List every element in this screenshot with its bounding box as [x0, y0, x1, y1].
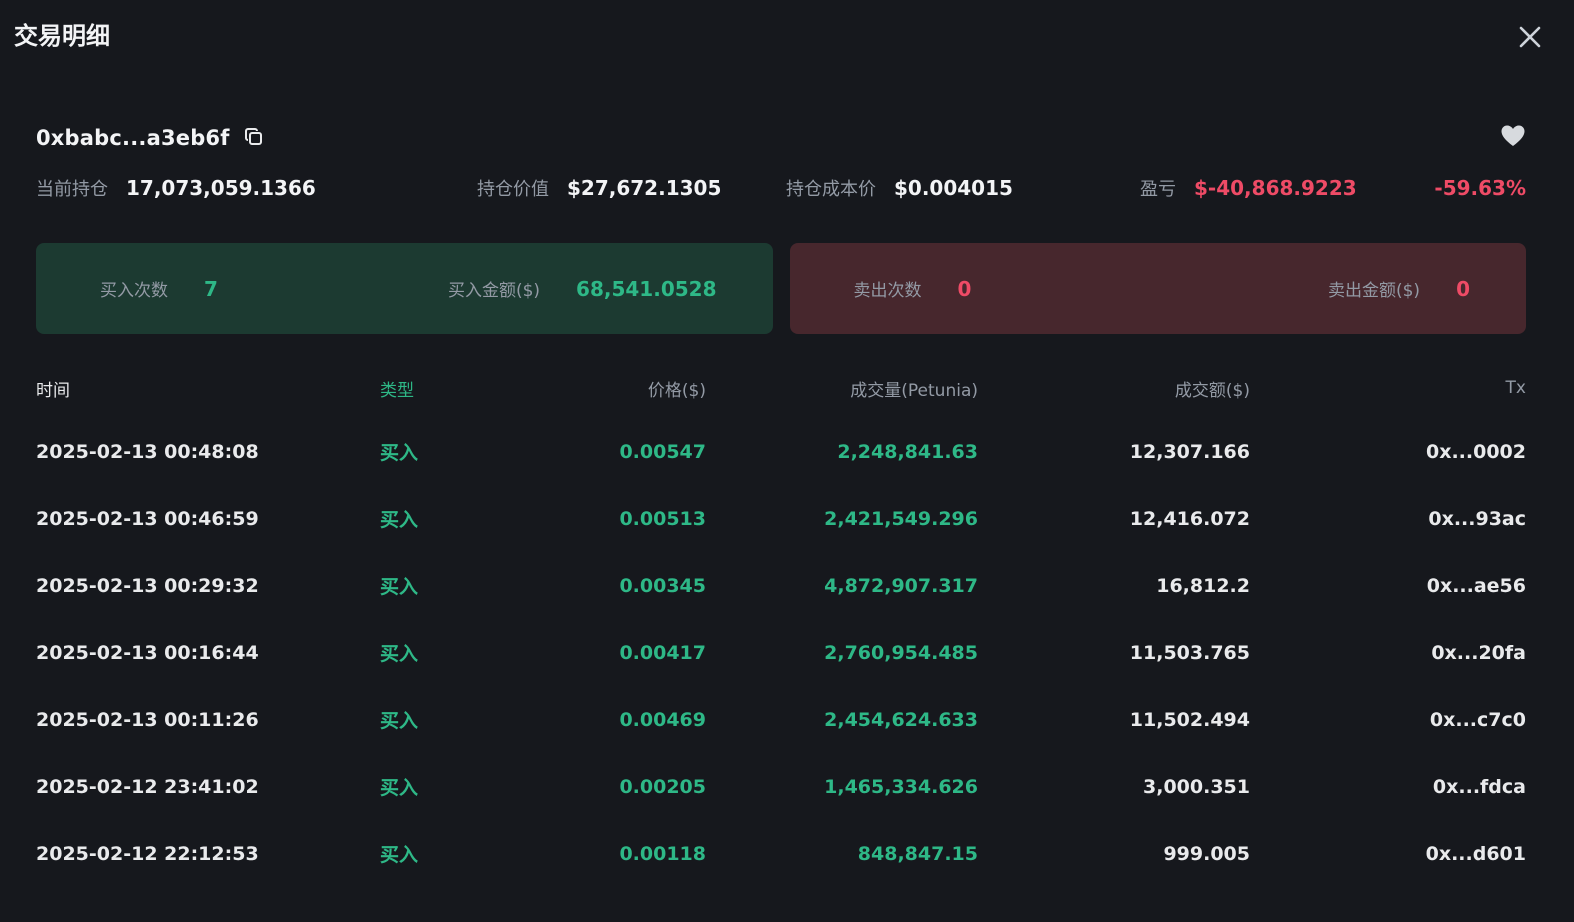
- table-row: 2025-02-13 00:11:26 买入 0.00469 2,454,624…: [36, 686, 1526, 753]
- cell-price: 0.00118: [619, 842, 706, 865]
- buy-amount-label: 买入金额($): [447, 281, 541, 301]
- sell-amount-pair: 卖出金额($) 0: [1328, 276, 1470, 301]
- cell-amount: 3,000.351: [1143, 775, 1250, 798]
- cell-volume: 2,760,954.485: [824, 641, 978, 664]
- cell-price: 0.00513: [619, 507, 706, 530]
- cell-time: 2025-02-13 00:16:44: [36, 641, 259, 664]
- buy-count-label: 买入次数: [100, 281, 168, 301]
- stat-label: 持仓成本价: [786, 179, 876, 200]
- cell-amount: 12,307.166: [1129, 440, 1250, 463]
- cell-price: 0.00345: [619, 574, 706, 597]
- cell-time: 2025-02-13 00:46:59: [36, 507, 259, 530]
- cell-tx-link[interactable]: 0x...c7c0: [1429, 708, 1526, 731]
- table-row: 2025-02-12 23:41:02 买入 0.00205 1,465,334…: [36, 753, 1526, 820]
- cell-type: 买入: [380, 509, 419, 531]
- sell-amount-label: 卖出金额($): [1327, 281, 1421, 301]
- sell-count-value: 0: [957, 277, 972, 301]
- table-row: 2025-02-13 00:48:08 买入 0.00547 2,248,841…: [36, 418, 1526, 485]
- cell-amount: 16,812.2: [1156, 574, 1250, 597]
- table-header: 时间 类型 价格($) 成交量(Petunia) 成交额($) Tx: [36, 358, 1526, 418]
- summary-cards: 买入次数 7 买入金额($) 68,541.0528 卖出次数 0 卖出金额($…: [36, 243, 1526, 334]
- cell-amount: 11,502.494: [1129, 708, 1250, 731]
- trade-table-body: 2025-02-13 00:48:08 买入 0.00547 2,248,841…: [36, 418, 1526, 887]
- cell-volume: 2,454,624.633: [824, 708, 978, 731]
- position-stats: 当前持仓 17,073,059.1366 持仓价值 $27,672.1305 持…: [36, 175, 1526, 201]
- header-time: 时间: [36, 380, 70, 401]
- cell-time: 2025-02-13 00:29:32: [36, 574, 259, 597]
- close-icon: [1515, 22, 1545, 55]
- buy-amount-pair: 买入金额($) 68,541.0528: [448, 276, 717, 301]
- stat-value: $27,672.1305: [567, 176, 722, 200]
- header-tx: Tx: [1505, 378, 1526, 398]
- sell-summary-card: 卖出次数 0 卖出金额($) 0: [789, 243, 1526, 334]
- stat-current-position: 当前持仓 17,073,059.1366: [36, 175, 477, 201]
- table-row: 2025-02-12 22:12:53 买入 0.00118 848,847.1…: [36, 820, 1526, 887]
- table-row: 2025-02-13 00:29:32 买入 0.00345 4,872,907…: [36, 552, 1526, 619]
- cell-volume: 1,465,334.626: [824, 775, 978, 798]
- cell-type: 买入: [380, 442, 419, 464]
- cell-type: 买入: [380, 844, 419, 866]
- close-button[interactable]: [1510, 18, 1550, 58]
- address-row: 0xbabc...a3eb6f: [36, 124, 1526, 151]
- stat-label: 持仓价值: [477, 179, 549, 200]
- sell-amount-value: 0: [1456, 277, 1470, 301]
- cell-tx-link[interactable]: 0x...fdca: [1432, 775, 1526, 798]
- buy-summary-card: 买入次数 7 买入金额($) 68,541.0528: [36, 243, 773, 334]
- trade-table: 时间 类型 价格($) 成交量(Petunia) 成交额($) Tx 2025-…: [36, 358, 1526, 887]
- stat-label: 盈亏: [1140, 179, 1176, 200]
- buy-count-pair: 买入次数 7: [100, 276, 218, 301]
- stat-pnl: 盈亏 $-40,868.9223 -59.63%: [1140, 175, 1526, 201]
- cell-volume: 2,248,841.63: [837, 440, 978, 463]
- cell-tx-link[interactable]: 0x...ae56: [1426, 574, 1526, 597]
- stat-value: 17,073,059.1366: [126, 176, 316, 200]
- stat-label: 当前持仓: [36, 179, 108, 200]
- modal-content: 0xbabc...a3eb6f 当前持仓: [0, 124, 1574, 887]
- cell-type: 买入: [380, 576, 419, 598]
- header-price: 价格($): [647, 380, 706, 401]
- modal-title: 交易明细: [14, 22, 110, 50]
- cell-time: 2025-02-13 00:11:26: [36, 708, 259, 731]
- buy-amount-value: 68,541.0528: [576, 277, 717, 301]
- cell-tx-link[interactable]: 0x...0002: [1425, 440, 1526, 463]
- cell-time: 2025-02-13 00:48:08: [36, 440, 259, 463]
- cell-amount: 11,503.765: [1129, 641, 1250, 664]
- pnl-percent: -59.63%: [1434, 176, 1526, 200]
- cell-price: 0.00469: [619, 708, 706, 731]
- modal-header: 交易明细: [0, 0, 1574, 58]
- stat-value: $0.004015: [894, 176, 1013, 200]
- cell-type: 买入: [380, 643, 419, 665]
- cell-amount: 999.005: [1163, 842, 1250, 865]
- favorite-button[interactable]: [1500, 124, 1526, 151]
- copy-address-button[interactable]: [244, 127, 263, 149]
- table-row: 2025-02-13 00:16:44 买入 0.00417 2,760,954…: [36, 619, 1526, 686]
- header-type: 类型: [380, 380, 414, 401]
- cell-volume: 848,847.15: [857, 842, 978, 865]
- copy-icon: [244, 127, 263, 149]
- wallet-address: 0xbabc...a3eb6f: [36, 125, 230, 150]
- sell-count-label: 卖出次数: [853, 281, 922, 301]
- pnl-value: $-40,868.9223: [1194, 176, 1357, 200]
- cell-tx-link[interactable]: 0x...d601: [1425, 842, 1526, 865]
- cell-tx-link[interactable]: 0x...93ac: [1428, 507, 1526, 530]
- cell-price: 0.00547: [619, 440, 706, 463]
- stat-cost-price: 持仓成本价 $0.004015: [786, 175, 1140, 201]
- cell-time: 2025-02-12 23:41:02: [36, 775, 259, 798]
- cell-amount: 12,416.072: [1129, 507, 1250, 530]
- table-row: 2025-02-13 00:46:59 买入 0.00513 2,421,549…: [36, 485, 1526, 552]
- sell-count-pair: 卖出次数 0: [854, 276, 972, 301]
- cell-type: 买入: [380, 777, 419, 799]
- cell-price: 0.00417: [619, 641, 706, 664]
- header-volume: 成交量(Petunia): [850, 380, 978, 401]
- cell-volume: 2,421,549.296: [824, 507, 978, 530]
- cell-price: 0.00205: [619, 775, 706, 798]
- cell-type: 买入: [380, 710, 419, 732]
- cell-volume: 4,872,907.317: [824, 574, 978, 597]
- cell-time: 2025-02-12 22:12:53: [36, 842, 259, 865]
- buy-count-value: 7: [204, 277, 218, 301]
- stat-position-value: 持仓价值 $27,672.1305: [477, 175, 786, 201]
- heart-icon: [1500, 124, 1526, 151]
- header-amount: 成交额($): [1174, 380, 1250, 401]
- cell-tx-link[interactable]: 0x...20fa: [1431, 641, 1526, 664]
